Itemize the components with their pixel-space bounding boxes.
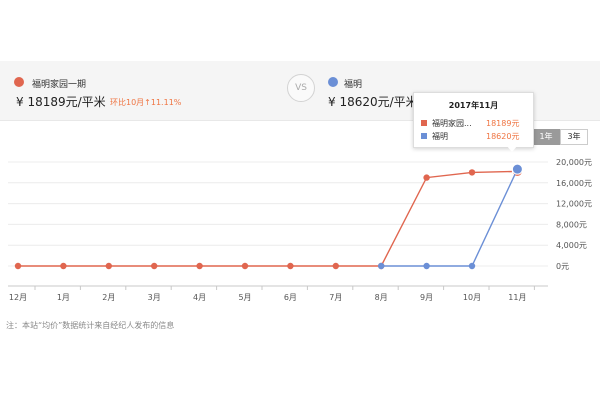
right-area-name: 福明 (344, 80, 363, 90)
tooltip-value-right: 18620元 (486, 132, 520, 141)
x-tick-label: 7月 (329, 293, 342, 302)
data-point (332, 262, 339, 270)
data-point (423, 174, 430, 181)
series-line-1 (381, 168, 519, 267)
right-legend-dot (328, 77, 338, 87)
left-legend-dot (14, 77, 24, 87)
tooltip-swatch-right (421, 133, 427, 139)
data-point (151, 262, 158, 270)
x-tick-label: 1月 (57, 293, 70, 302)
x-tick-label: 8月 (375, 293, 388, 302)
tooltip-name-left: 福明家园... (432, 119, 472, 128)
data-point (241, 262, 249, 270)
top-strip (0, 0, 600, 61)
x-tick-label: 2月 (102, 293, 115, 302)
data-point (60, 262, 67, 270)
right-price: ¥ 18620元/平米 (328, 95, 418, 109)
x-tick-label: 6月 (284, 293, 297, 302)
data-point (423, 262, 430, 270)
data-point (196, 262, 203, 270)
data-point (468, 262, 476, 270)
data-point (511, 163, 523, 175)
data-point (468, 169, 476, 176)
y-tick-label: 16,000元 (556, 179, 592, 188)
tooltip-swatch-left (421, 120, 427, 126)
left-change: 环比10月↑11.11% (110, 98, 182, 107)
tooltip-value-left: 18189元 (486, 119, 520, 128)
x-tick-label: 4月 (193, 293, 206, 302)
data-point (14, 262, 22, 270)
x-tick-label: 12月 (9, 293, 27, 302)
y-tick-label: 12,000元 (556, 200, 592, 209)
price-trend-chart: 0元 4,000元 8,000元 12,000元 16,000元 20,000元 12月 1月… (8, 158, 592, 302)
y-tick-label: 20,000元 (556, 158, 592, 167)
chart-tooltip: 2017年11月 福明家园... 18189元 福明 18620元 (413, 92, 534, 148)
y-tick-label: 4,000元 (556, 241, 587, 250)
data-point (378, 262, 385, 270)
y-tick-label: 8,000元 (556, 220, 587, 229)
vs-badge: VS (287, 74, 315, 102)
left-community-name: 福明家园一期 (32, 80, 87, 90)
range-3y-button[interactable]: 3年 (560, 129, 588, 145)
x-tick-label: 10月 (463, 293, 481, 302)
x-tick-label: 5月 (238, 293, 251, 302)
left-price: ¥ 18189元/平米 (16, 95, 106, 109)
x-tick-label: 9月 (420, 293, 433, 302)
x-tick-label: 11月 (508, 293, 526, 302)
data-point (287, 262, 294, 270)
y-tick-label: 0元 (556, 262, 569, 271)
x-tick-label: 3月 (148, 293, 161, 302)
tooltip-title: 2017年11月 (448, 101, 499, 110)
tooltip-name-right: 福明 (432, 132, 448, 141)
range-1y-button[interactable]: 1年 (532, 129, 560, 145)
footnote: 注：本站“均价”数据统计来自经纪人发布的信息 (6, 321, 175, 330)
series-line-0 (18, 170, 518, 267)
data-point (105, 262, 113, 270)
tooltip-pointer (506, 145, 518, 152)
